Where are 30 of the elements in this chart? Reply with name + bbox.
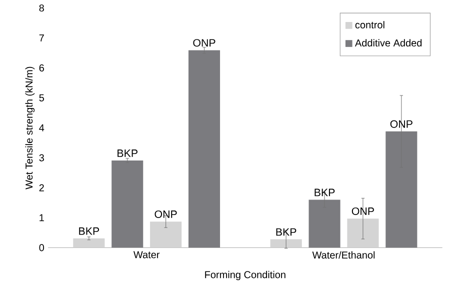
data-label: BKP (79, 227, 100, 235)
y-tick-label: 5 (39, 94, 44, 102)
y-tick-label: 3 (39, 154, 44, 162)
bar (270, 239, 302, 248)
bar (112, 160, 144, 248)
y-axis-title: Wet Tensile strength (kN/m) (25, 66, 35, 190)
legend-label: control (355, 21, 384, 28)
y-tick-label: 2 (39, 184, 44, 192)
bar (73, 238, 105, 248)
data-label: ONP (390, 120, 412, 128)
y-tick-label: 4 (39, 124, 44, 132)
y-tick-label: 1 (40, 214, 44, 222)
bar (188, 50, 220, 248)
y-tick-label: 8 (39, 4, 44, 12)
data-label: ONP (154, 210, 177, 218)
x-tick-label: Water/Ethanol (312, 251, 375, 259)
x-axis-title: Forming Condition (205, 270, 286, 280)
data-label: BKP (314, 188, 335, 196)
data-label: BKP (276, 228, 296, 236)
bar (308, 200, 340, 248)
data-label: ONP (193, 39, 216, 47)
x-tick-label: Water (133, 251, 160, 258)
y-tick-label: 0 (39, 244, 44, 252)
bar (150, 222, 182, 248)
bar (386, 131, 418, 248)
data-label: BKP (118, 150, 138, 157)
legend-label: Additive Added (354, 39, 422, 46)
y-tick-label: 7 (39, 34, 44, 42)
data-label: ONP (352, 207, 374, 215)
y-tick-label: 6 (39, 64, 44, 72)
